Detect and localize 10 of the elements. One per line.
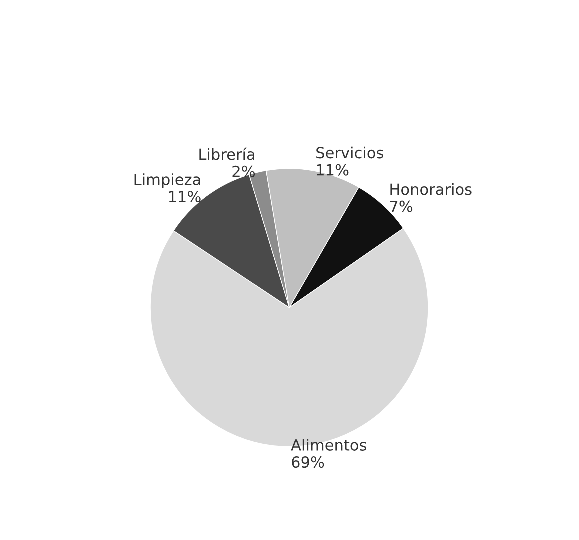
data-label: 7% <box>390 200 413 212</box>
slice-label: Honorarios <box>390 183 472 196</box>
data-label: 69% <box>292 456 324 468</box>
slice-label: Servicios <box>316 146 384 159</box>
data-label: 11% <box>317 164 349 176</box>
data-label: 2% <box>232 166 256 178</box>
slice-label: Librería <box>200 148 254 160</box>
slice-label: Limpieza <box>134 174 200 188</box>
slice-label: Alimentos <box>291 439 366 451</box>
data-label: 11% <box>169 190 201 203</box>
